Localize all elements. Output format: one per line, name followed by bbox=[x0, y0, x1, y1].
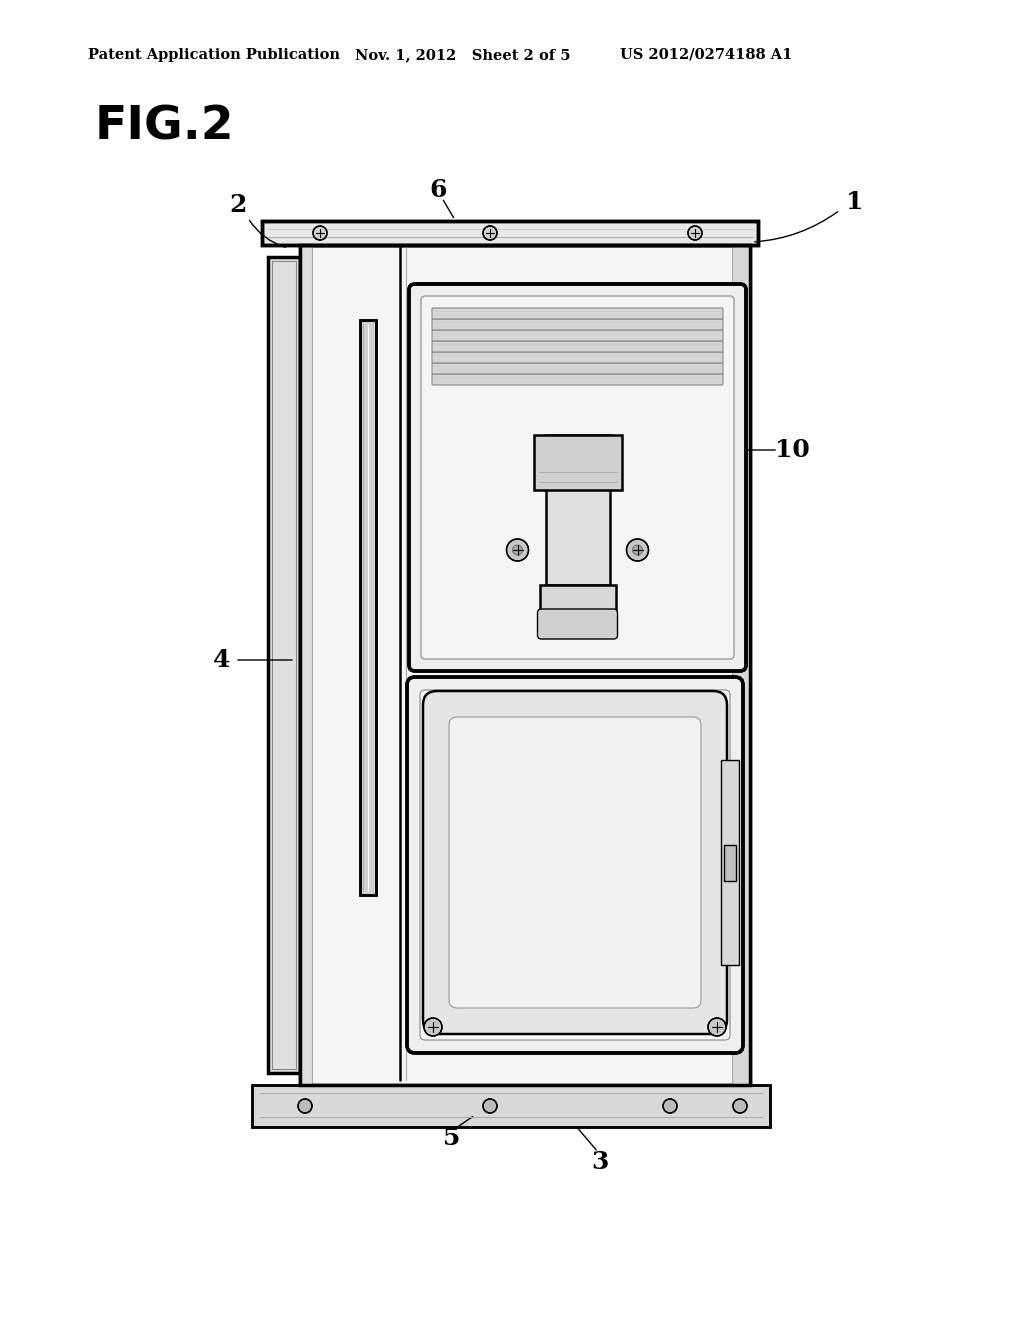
FancyBboxPatch shape bbox=[432, 330, 723, 341]
Circle shape bbox=[733, 1100, 746, 1113]
Text: US 2012/0274188 A1: US 2012/0274188 A1 bbox=[620, 48, 793, 62]
FancyBboxPatch shape bbox=[432, 363, 723, 374]
Text: 5: 5 bbox=[443, 1126, 461, 1150]
FancyBboxPatch shape bbox=[423, 690, 727, 1034]
Text: 2: 2 bbox=[229, 193, 247, 216]
Circle shape bbox=[313, 226, 327, 240]
FancyBboxPatch shape bbox=[432, 352, 723, 363]
Circle shape bbox=[483, 1100, 497, 1113]
Circle shape bbox=[627, 539, 648, 561]
Circle shape bbox=[708, 1018, 726, 1036]
FancyBboxPatch shape bbox=[421, 296, 734, 659]
Text: Patent Application Publication: Patent Application Publication bbox=[88, 48, 340, 62]
Text: 10: 10 bbox=[774, 438, 809, 462]
FancyBboxPatch shape bbox=[407, 677, 743, 1053]
Bar bbox=[262, 220, 758, 246]
Bar bbox=[360, 319, 376, 895]
Text: FIG.2: FIG.2 bbox=[95, 106, 234, 150]
FancyBboxPatch shape bbox=[432, 308, 723, 319]
Circle shape bbox=[298, 1100, 312, 1113]
Bar bbox=[724, 845, 736, 880]
FancyBboxPatch shape bbox=[538, 609, 617, 639]
Bar bbox=[300, 246, 750, 1085]
FancyBboxPatch shape bbox=[432, 374, 723, 385]
Bar bbox=[546, 436, 609, 585]
Circle shape bbox=[512, 545, 522, 554]
FancyBboxPatch shape bbox=[432, 319, 723, 330]
FancyBboxPatch shape bbox=[432, 341, 723, 352]
Bar bbox=[262, 220, 758, 246]
Circle shape bbox=[663, 1100, 677, 1113]
Bar bbox=[268, 257, 300, 1073]
Bar bbox=[540, 585, 615, 616]
FancyBboxPatch shape bbox=[409, 284, 746, 671]
Bar bbox=[272, 261, 296, 1069]
Text: 4: 4 bbox=[213, 648, 230, 672]
Text: 1: 1 bbox=[846, 190, 863, 214]
Text: 3: 3 bbox=[591, 1150, 608, 1173]
Circle shape bbox=[633, 545, 642, 554]
Bar bbox=[534, 436, 622, 490]
Bar bbox=[300, 246, 750, 1085]
Text: Nov. 1, 2012   Sheet 2 of 5: Nov. 1, 2012 Sheet 2 of 5 bbox=[355, 48, 570, 62]
Bar bbox=[252, 1085, 770, 1127]
Text: 6: 6 bbox=[429, 178, 446, 202]
Bar bbox=[732, 246, 750, 1085]
Bar bbox=[300, 246, 312, 1085]
FancyBboxPatch shape bbox=[449, 717, 701, 1008]
Circle shape bbox=[688, 226, 702, 240]
Circle shape bbox=[424, 1018, 442, 1036]
Circle shape bbox=[483, 226, 497, 240]
Bar bbox=[360, 319, 376, 895]
FancyBboxPatch shape bbox=[420, 690, 730, 1040]
Circle shape bbox=[507, 539, 528, 561]
Bar bbox=[252, 1085, 770, 1127]
Bar bbox=[721, 760, 739, 965]
